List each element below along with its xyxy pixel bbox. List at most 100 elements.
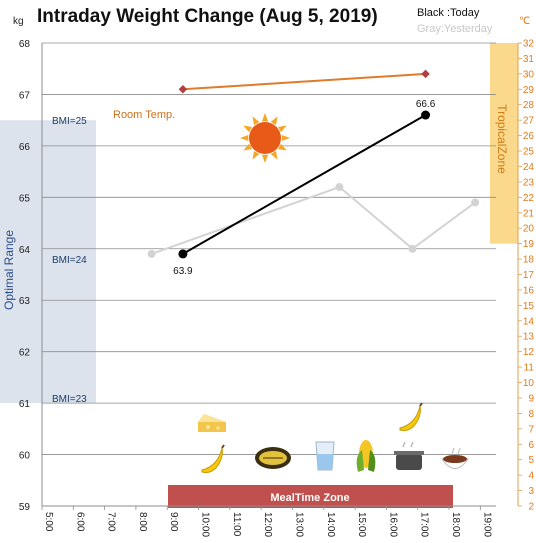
x-tick-label: 12:00 (262, 512, 273, 537)
sun-ray (277, 143, 287, 151)
banana-peel (399, 405, 421, 431)
right-tick-label: 12 (523, 347, 535, 358)
meal-time-zone-label: MealTime Zone (270, 492, 349, 504)
right-tick-label: 17 (523, 270, 535, 281)
sun-ray (261, 154, 269, 163)
today-point-label: 66.6 (416, 99, 436, 110)
yesterday-point (408, 244, 417, 253)
pot-steam (410, 441, 414, 448)
right-tick-label: 31 (523, 54, 535, 65)
left-tick-label: 62 (19, 348, 31, 359)
sun-ray (281, 134, 290, 142)
x-tick-label: 17:00 (419, 512, 430, 537)
x-tick-label: 10:00 (200, 512, 211, 537)
right-tick-label: 7 (528, 424, 534, 435)
sun-ray (252, 150, 260, 160)
right-tick-label: 11 (524, 363, 535, 374)
corn-leaf (368, 450, 376, 472)
left-tick-label: 63 (19, 296, 31, 307)
corn-icon (356, 440, 376, 472)
pot-lid (394, 451, 424, 455)
right-tick-label: 9 (528, 393, 534, 404)
corn-leaf (356, 450, 364, 472)
today-point (421, 110, 431, 120)
right-tick-label: 30 (523, 69, 535, 80)
right-tick-label: 2 (528, 502, 534, 513)
soup-bowl-icon (441, 447, 469, 469)
tropical-zone-label: TropicalZone (495, 104, 509, 174)
sun-ray (252, 116, 260, 126)
right-tick-label: 16 (523, 285, 535, 296)
bmi-label: BMI=23 (52, 394, 87, 405)
sun-ray (270, 116, 278, 126)
bowl-steam (457, 447, 461, 455)
cake-hole (206, 425, 210, 429)
cake-slice-icon (198, 414, 226, 432)
left-tick-label: 66 (19, 142, 31, 153)
x-tick-label: 6:00 (74, 512, 85, 532)
optimal-range-label: Optimal Range (2, 230, 16, 310)
yesterday-point (471, 198, 480, 207)
left-tick-label: 61 (19, 399, 31, 410)
tropical-zone-band (490, 43, 518, 244)
right-tick-label: 32 (523, 39, 535, 50)
cake-hole (216, 426, 220, 430)
x-tick-label: 7:00 (106, 512, 117, 532)
meal-time-zone-band (168, 485, 453, 508)
banana-stem (221, 444, 225, 449)
yesterday-point (335, 183, 344, 192)
x-tick-label: 9:00 (168, 512, 179, 532)
banana-stem (419, 402, 423, 407)
glass-water (317, 454, 333, 470)
sun-ray (243, 143, 253, 151)
right-tick-label: 22 (523, 193, 535, 204)
bmi-label: BMI=24 (52, 255, 87, 266)
right-tick-label: 29 (523, 85, 535, 96)
left-tick-label: 68 (19, 39, 31, 50)
today-point (178, 249, 188, 259)
room-temp-label: Room Temp. (113, 109, 175, 121)
optimal-range-band (0, 120, 96, 404)
cooking-pot-icon (394, 441, 424, 470)
pot-steam (402, 441, 406, 448)
pickle-icon (255, 447, 291, 469)
legend-today: Black :Today (417, 7, 480, 19)
sun-disc (249, 122, 281, 154)
today-line (182, 114, 427, 255)
legend-yesterday: Gray:Yesterday (417, 23, 493, 35)
right-axis-unit: ℃ (519, 16, 530, 27)
right-tick-label: 20 (523, 224, 535, 235)
bowl-soup (443, 455, 467, 463)
right-tick-label: 5 (528, 455, 534, 466)
right-tick-label: 21 (523, 208, 535, 219)
x-tick-label: 8:00 (137, 512, 148, 532)
sun-ray (240, 134, 249, 142)
today-point-label: 63.9 (173, 266, 193, 277)
right-tick-label: 6 (528, 440, 534, 451)
right-tick-label: 14 (523, 316, 535, 327)
sun-icon (240, 113, 290, 163)
room-temp-point (421, 69, 430, 79)
right-tick-label: 27 (523, 116, 535, 127)
x-tick-label: 14:00 (325, 512, 336, 537)
left-tick-label: 60 (19, 451, 31, 462)
x-tick-label: 5:00 (43, 512, 54, 532)
x-tick-label: 11:00 (231, 512, 242, 537)
x-tick-label: 15:00 (356, 512, 367, 537)
right-tick-label: 26 (523, 131, 535, 142)
room-temp-point (178, 85, 188, 94)
room-temp-line (182, 72, 426, 91)
right-tick-label: 19 (523, 239, 535, 250)
cake-top (198, 414, 226, 422)
right-tick-label: 15 (523, 301, 535, 312)
right-tick-label: 13 (523, 332, 535, 343)
x-tick-label: 19:00 (481, 512, 492, 537)
yesterday-point (147, 249, 156, 258)
right-tick-label: 3 (528, 486, 534, 497)
left-tick-label: 65 (19, 193, 31, 204)
sun-ray (261, 113, 269, 122)
x-tick-label: 16:00 (387, 512, 398, 537)
x-tick-label: 18:00 (450, 512, 461, 537)
right-tick-label: 4 (528, 471, 534, 482)
